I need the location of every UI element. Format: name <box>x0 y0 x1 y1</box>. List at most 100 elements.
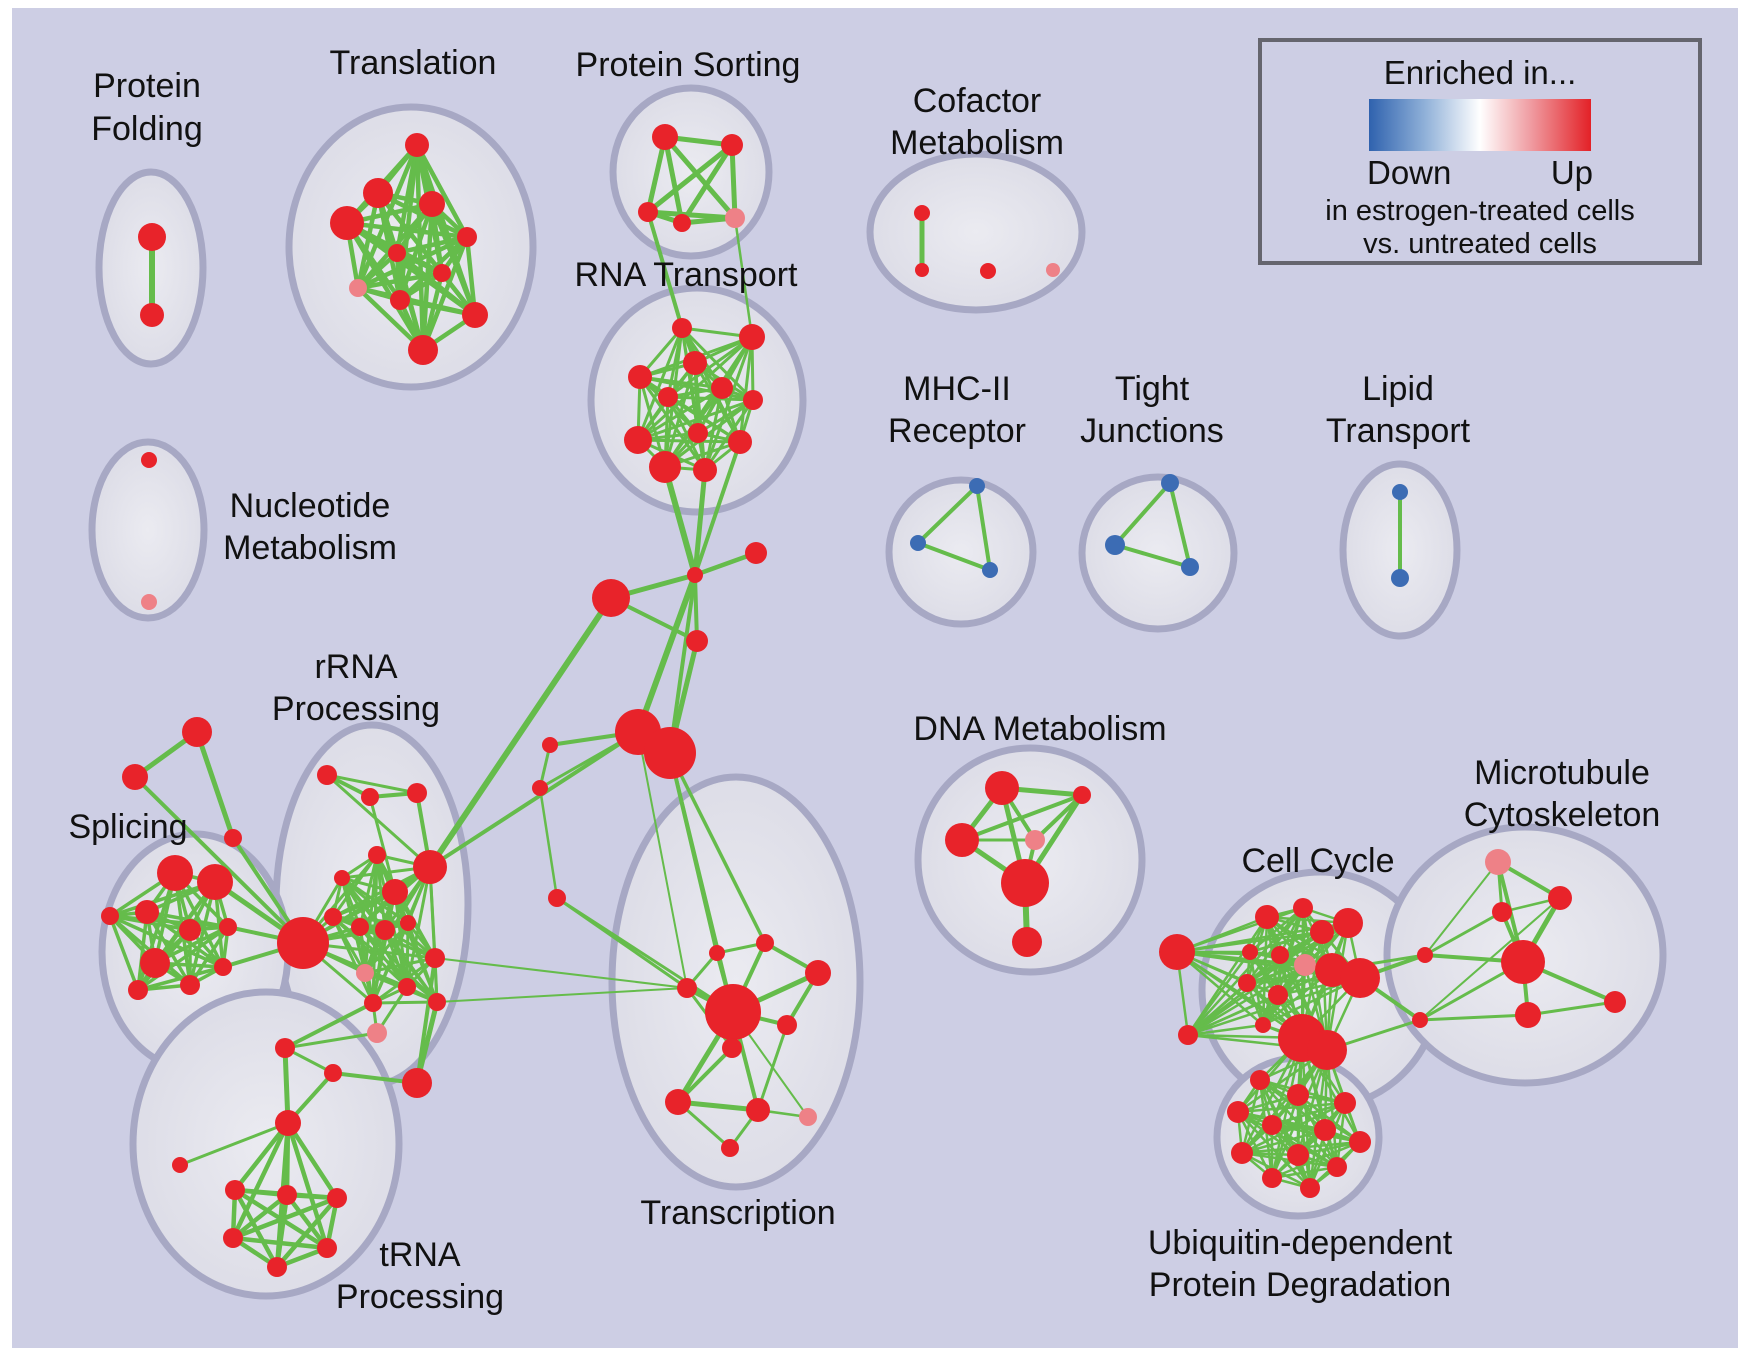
gene-set-node-64[interactable] <box>182 717 212 747</box>
gene-set-node-123[interactable] <box>1268 985 1288 1005</box>
gene-set-node-72[interactable] <box>219 918 237 936</box>
gene-set-node-105[interactable] <box>367 1023 387 1043</box>
gene-set-node-11[interactable] <box>462 302 488 328</box>
gene-set-node-117[interactable] <box>1242 944 1258 960</box>
gene-set-node-52[interactable] <box>980 263 996 279</box>
gene-set-node-63[interactable] <box>141 594 157 610</box>
gene-set-node-122[interactable] <box>1238 974 1256 992</box>
gene-set-node-116[interactable] <box>1333 908 1363 938</box>
gene-set-node-134[interactable] <box>1604 991 1626 1013</box>
gene-set-node-77[interactable] <box>277 917 329 969</box>
gene-set-node-102[interactable] <box>275 1038 295 1058</box>
gene-set-node-141[interactable] <box>1314 1119 1336 1141</box>
gene-set-node-17[interactable] <box>725 208 745 228</box>
gene-set-node-133[interactable] <box>1501 940 1545 984</box>
gene-set-node-87[interactable] <box>375 920 395 940</box>
gene-set-node-5[interactable] <box>419 191 445 217</box>
gene-set-node-88[interactable] <box>400 915 416 931</box>
gene-set-node-124[interactable] <box>1255 1017 1271 1033</box>
gene-set-node-10[interactable] <box>390 290 410 310</box>
gene-set-node-86[interactable] <box>351 918 369 936</box>
gene-set-node-9[interactable] <box>349 279 367 297</box>
gene-set-node-129[interactable] <box>1412 1012 1428 1028</box>
gene-set-node-82[interactable] <box>334 870 350 886</box>
gene-set-node-25[interactable] <box>624 426 652 454</box>
gene-set-node-118[interactable] <box>1271 946 1289 964</box>
gene-set-node-67[interactable] <box>157 855 193 891</box>
gene-set-node-27[interactable] <box>728 430 752 454</box>
gene-set-node-83[interactable] <box>382 879 408 905</box>
gene-set-node-13[interactable] <box>652 124 678 150</box>
gene-set-node-7[interactable] <box>388 244 406 262</box>
gene-set-node-66[interactable] <box>224 829 242 847</box>
gene-set-node-69[interactable] <box>135 900 159 924</box>
gene-set-node-108[interactable] <box>945 823 979 857</box>
gene-set-node-106[interactable] <box>985 771 1019 805</box>
gene-set-node-20[interactable] <box>683 351 707 375</box>
gene-set-node-61[interactable] <box>1391 569 1409 587</box>
gene-set-node-40[interactable] <box>756 934 774 952</box>
gene-set-node-91[interactable] <box>364 994 382 1012</box>
gene-set-node-24[interactable] <box>743 390 763 410</box>
gene-set-node-104[interactable] <box>402 1068 432 1098</box>
gene-set-node-16[interactable] <box>673 214 691 232</box>
gene-set-node-46[interactable] <box>665 1089 691 1115</box>
gene-set-node-26[interactable] <box>688 423 708 443</box>
gene-set-node-119[interactable] <box>1294 954 1316 976</box>
gene-set-node-76[interactable] <box>128 980 148 1000</box>
gene-set-node-127[interactable] <box>1307 1030 1347 1070</box>
gene-set-node-6[interactable] <box>457 227 477 247</box>
gene-set-node-75[interactable] <box>214 958 232 976</box>
gene-set-node-21[interactable] <box>628 365 652 389</box>
gene-set-node-54[interactable] <box>969 478 985 494</box>
gene-set-node-93[interactable] <box>428 993 446 1011</box>
gene-set-node-33[interactable] <box>686 630 708 652</box>
gene-set-node-65[interactable] <box>122 764 148 790</box>
gene-set-node-15[interactable] <box>638 202 658 222</box>
gene-set-node-135[interactable] <box>1515 1002 1541 1028</box>
gene-set-node-78[interactable] <box>317 765 337 785</box>
gene-set-node-121[interactable] <box>1340 958 1380 998</box>
gene-set-node-31[interactable] <box>745 542 767 564</box>
gene-set-node-89[interactable] <box>356 964 374 982</box>
gene-set-node-81[interactable] <box>368 846 386 864</box>
gene-set-node-28[interactable] <box>649 451 681 483</box>
gene-set-node-2[interactable] <box>405 133 429 157</box>
gene-set-node-30[interactable] <box>687 567 703 583</box>
gene-set-node-145[interactable] <box>1327 1157 1347 1177</box>
gene-set-node-1[interactable] <box>140 303 164 327</box>
gene-set-node-36[interactable] <box>542 737 558 753</box>
gene-set-node-60[interactable] <box>1392 484 1408 500</box>
gene-set-node-142[interactable] <box>1349 1131 1371 1153</box>
gene-set-node-147[interactable] <box>1300 1178 1320 1198</box>
gene-set-node-112[interactable] <box>1159 934 1195 970</box>
gene-set-node-125[interactable] <box>1178 1025 1198 1045</box>
gene-set-node-95[interactable] <box>172 1157 188 1173</box>
gene-set-node-131[interactable] <box>1548 886 1572 910</box>
gene-set-node-14[interactable] <box>721 134 743 156</box>
gene-set-node-29[interactable] <box>693 458 717 482</box>
gene-set-node-43[interactable] <box>705 984 761 1040</box>
gene-set-node-23[interactable] <box>711 377 733 399</box>
gene-set-node-47[interactable] <box>746 1098 770 1122</box>
gene-set-node-48[interactable] <box>799 1108 817 1126</box>
gene-set-node-136[interactable] <box>1250 1070 1270 1090</box>
gene-set-node-41[interactable] <box>677 978 697 998</box>
gene-set-node-59[interactable] <box>1181 558 1199 576</box>
gene-set-node-138[interactable] <box>1334 1092 1356 1114</box>
gene-set-node-107[interactable] <box>1073 786 1091 804</box>
gene-set-node-53[interactable] <box>1046 263 1060 277</box>
gene-set-node-84[interactable] <box>413 850 447 884</box>
gene-set-node-139[interactable] <box>1227 1101 1249 1123</box>
gene-set-node-68[interactable] <box>197 864 233 900</box>
gene-set-node-57[interactable] <box>1161 474 1179 492</box>
gene-set-node-58[interactable] <box>1105 535 1125 555</box>
gene-set-node-101[interactable] <box>267 1257 287 1277</box>
gene-set-node-74[interactable] <box>180 975 200 995</box>
gene-set-node-56[interactable] <box>982 562 998 578</box>
gene-set-node-18[interactable] <box>672 318 692 338</box>
gene-set-node-130[interactable] <box>1485 849 1511 875</box>
gene-set-node-146[interactable] <box>1262 1168 1282 1188</box>
gene-set-node-37[interactable] <box>532 780 548 796</box>
gene-set-node-35[interactable] <box>644 727 696 779</box>
